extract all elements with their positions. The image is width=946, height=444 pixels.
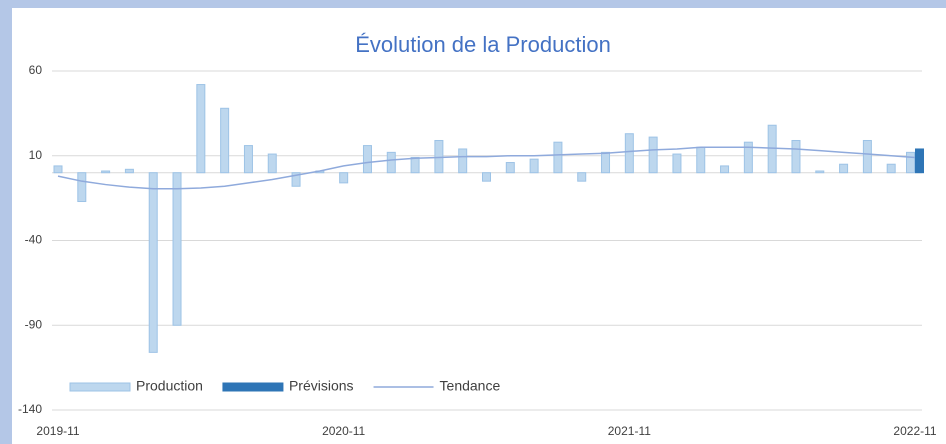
bar <box>101 170 111 174</box>
legend-key <box>222 382 284 392</box>
bar <box>291 172 301 187</box>
bar <box>815 170 825 174</box>
bar <box>839 163 849 174</box>
bar <box>743 141 753 174</box>
bar <box>386 151 396 174</box>
y-tick-label: 60 <box>29 63 43 77</box>
x-tick-label: 2022-11 <box>893 424 936 438</box>
x-tick-label: 2020-11 <box>322 424 365 438</box>
y-tick-label: -90 <box>25 317 43 331</box>
bar <box>553 141 563 174</box>
x-tick-label: 2019-11 <box>36 424 79 438</box>
bar <box>886 163 896 174</box>
bar <box>906 151 915 174</box>
bar <box>458 148 468 174</box>
trend-line <box>57 146 916 190</box>
legend-label: Tendance <box>440 378 501 394</box>
bar <box>53 165 63 174</box>
bar <box>696 146 706 174</box>
bar <box>601 151 611 174</box>
bar <box>196 84 206 174</box>
chart-title: Évolution de la Production <box>355 32 611 57</box>
legend-key <box>69 382 131 392</box>
bar <box>410 156 420 174</box>
bar <box>220 107 230 174</box>
bar <box>339 172 349 184</box>
y-tick-label: -140 <box>18 402 42 416</box>
bar <box>648 136 658 174</box>
y-tick-label: 10 <box>29 148 43 162</box>
legend-label: Prévisions <box>289 378 354 394</box>
legend-label: Production <box>136 378 203 394</box>
bar <box>172 172 182 326</box>
bar <box>672 153 682 174</box>
bar <box>505 162 515 174</box>
bar <box>482 172 491 182</box>
y-tick-label: -40 <box>25 233 43 247</box>
bar <box>267 153 277 174</box>
bar <box>77 172 87 203</box>
chart: Évolution de la Production -140 -90 -40 10 6… <box>12 8 946 444</box>
bar <box>915 148 924 174</box>
bar <box>243 145 253 174</box>
bar <box>862 139 872 174</box>
bar <box>624 133 634 174</box>
bar <box>791 139 801 174</box>
bar <box>124 168 134 174</box>
bar <box>529 158 539 174</box>
bar <box>362 145 372 174</box>
x-tick-label: 2021-11 <box>608 424 651 438</box>
bar <box>577 172 587 182</box>
bar <box>720 165 730 174</box>
bar <box>148 172 158 353</box>
